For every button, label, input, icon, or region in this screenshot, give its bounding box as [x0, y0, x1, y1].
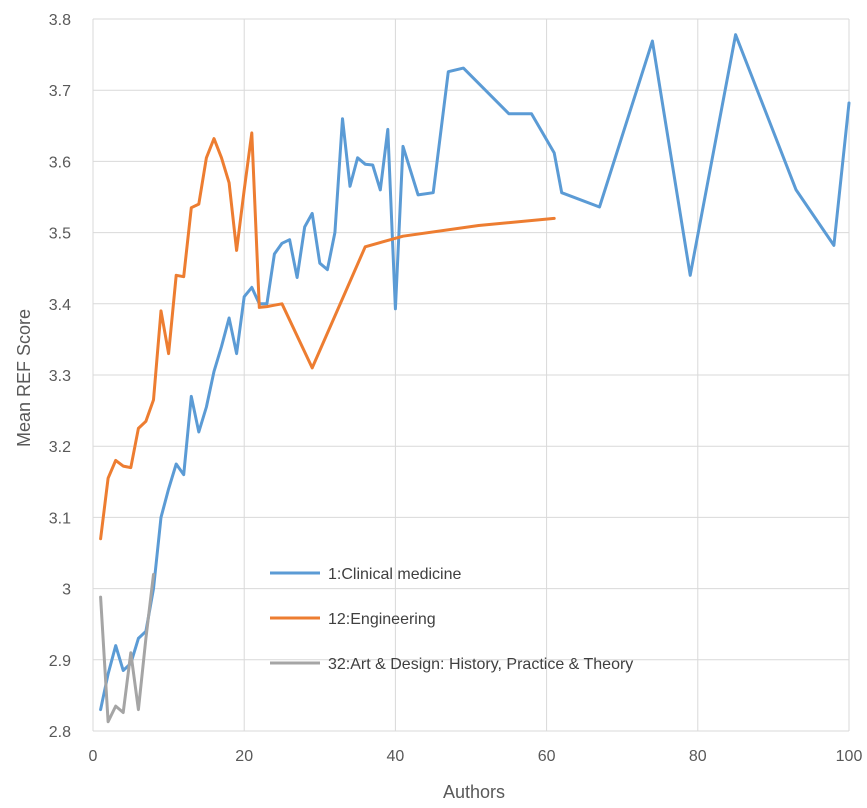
legend-label-clinical-medicine: 1:Clinical medicine [328, 566, 461, 583]
y-axis-ticks: 2.8 2.9 3 3.1 3.2 3.3 3.4 3.5 3.6 3.7 3.8 [49, 12, 71, 741]
series-line-12-engineering [99, 131, 556, 541]
x-tick-label: 0 [89, 748, 98, 765]
series-lines [99, 33, 851, 724]
x-axis-ticks: 0 20 40 60 80 100 [89, 748, 863, 765]
series-line-32-art-design-history-practice-theory [99, 572, 155, 724]
legend-label-art-design: 32:Art & Design: History, Practice & The… [328, 656, 633, 673]
x-axis-title: Authors [443, 782, 505, 802]
y-tick-label: 2.8 [49, 724, 71, 741]
y-tick-label: 3.5 [49, 226, 71, 243]
y-tick-label: 3.6 [49, 154, 71, 171]
grid [92, 18, 850, 732]
legend: 1:Clinical medicine 12:Engineering 32:Ar… [270, 566, 633, 673]
series-line-1-clinical-medicine [99, 33, 851, 712]
y-tick-label: 2.9 [49, 653, 71, 670]
x-tick-label: 100 [836, 748, 863, 765]
x-tick-label: 40 [387, 748, 405, 765]
legend-label-engineering: 12:Engineering [328, 611, 436, 628]
y-tick-label: 3.2 [49, 439, 71, 456]
y-tick-label: 3.8 [49, 12, 71, 29]
y-axis-title: Mean REF Score [14, 309, 34, 447]
x-tick-label: 80 [689, 748, 707, 765]
y-tick-label: 3.1 [49, 510, 71, 527]
x-tick-label: 20 [235, 748, 253, 765]
y-tick-label: 3.4 [49, 297, 71, 314]
y-tick-label: 3.7 [49, 83, 71, 100]
y-tick-label: 3 [62, 582, 71, 599]
x-tick-label: 60 [538, 748, 556, 765]
y-tick-label: 3.3 [49, 368, 71, 385]
